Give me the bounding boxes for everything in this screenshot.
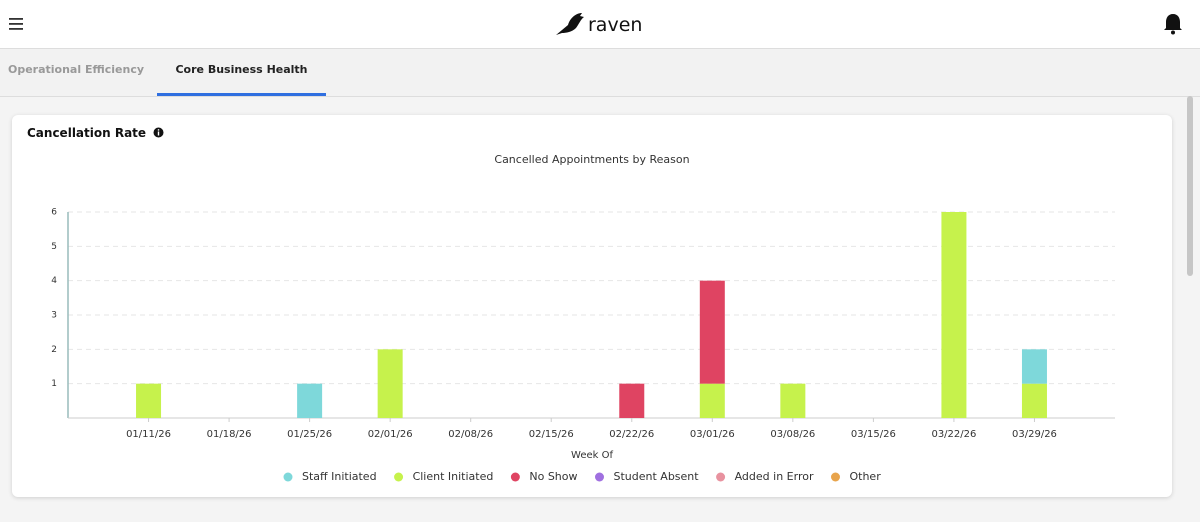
tab-bar: Operational Efficiency Core Business Hea… xyxy=(0,49,1200,97)
x-tick-label: 02/01/26 xyxy=(368,429,413,440)
bar-segment xyxy=(136,383,162,418)
legend-swatch xyxy=(716,472,726,482)
x-axis-label: Week Of xyxy=(571,450,613,461)
x-tick-label: 01/11/26 xyxy=(126,429,171,440)
bar-segment xyxy=(1021,383,1047,418)
bar-segment xyxy=(941,212,967,418)
y-tick-label: 3 xyxy=(51,311,57,321)
x-tick-label: 03/01/26 xyxy=(690,429,735,440)
y-tick-label: 5 xyxy=(51,242,57,252)
tab[interactable]: Operational Efficiency xyxy=(7,63,145,76)
header: raven xyxy=(0,0,1200,49)
bar-segment xyxy=(780,383,806,418)
card-title: Cancellation Rate xyxy=(27,126,164,140)
bar-segment xyxy=(699,280,725,384)
x-tick-label: 03/15/26 xyxy=(851,429,896,440)
legend-label: Client Initiated xyxy=(413,470,494,483)
bar-segment xyxy=(619,383,645,418)
y-tick-label: 1 xyxy=(51,379,57,389)
x-tick-label: 03/08/26 xyxy=(770,429,815,440)
info-icon[interactable] xyxy=(153,127,164,138)
bar-segment xyxy=(1021,349,1047,384)
legend-label: Other xyxy=(849,470,881,483)
bar-segment xyxy=(699,383,725,418)
card-title-text: Cancellation Rate xyxy=(27,126,147,140)
bar-segment xyxy=(297,383,323,418)
logo[interactable]: raven xyxy=(588,14,643,36)
bar-segment xyxy=(377,349,403,418)
legend-label: Student Absent xyxy=(614,470,700,483)
x-tick-label: 03/29/26 xyxy=(1012,429,1057,440)
bell-icon[interactable] xyxy=(1163,13,1183,35)
legend-swatch xyxy=(595,472,604,482)
x-tick-label: 01/18/26 xyxy=(207,429,252,440)
legend-swatch xyxy=(510,472,520,482)
y-tick-label: 6 xyxy=(51,208,57,218)
y-tick-label: 2 xyxy=(51,345,57,355)
y-tick-label: 4 xyxy=(51,276,57,286)
x-tick-label: 03/22/26 xyxy=(931,429,976,440)
tab-active[interactable]: Core Business Health xyxy=(157,49,326,96)
x-tick-label: 02/15/26 xyxy=(529,429,574,440)
legend-swatch xyxy=(394,472,404,482)
legend-swatch xyxy=(283,472,293,482)
legend-label: Staff Initiated xyxy=(302,470,377,483)
card: Cancellation Rate xyxy=(12,115,1172,497)
x-tick-label: 02/22/26 xyxy=(609,429,654,440)
legend-label: No Show xyxy=(529,470,577,483)
legend-swatch xyxy=(830,472,840,482)
legend-label: Added in Error xyxy=(735,470,814,483)
logo-bird xyxy=(556,13,584,35)
menu-icon[interactable] xyxy=(8,16,30,32)
x-tick-label: 01/25/26 xyxy=(287,429,332,440)
chart-title: Cancelled Appointments by Reason xyxy=(494,153,689,166)
x-tick-label: 02/08/26 xyxy=(448,429,493,440)
scrollbar[interactable] xyxy=(1187,96,1193,276)
